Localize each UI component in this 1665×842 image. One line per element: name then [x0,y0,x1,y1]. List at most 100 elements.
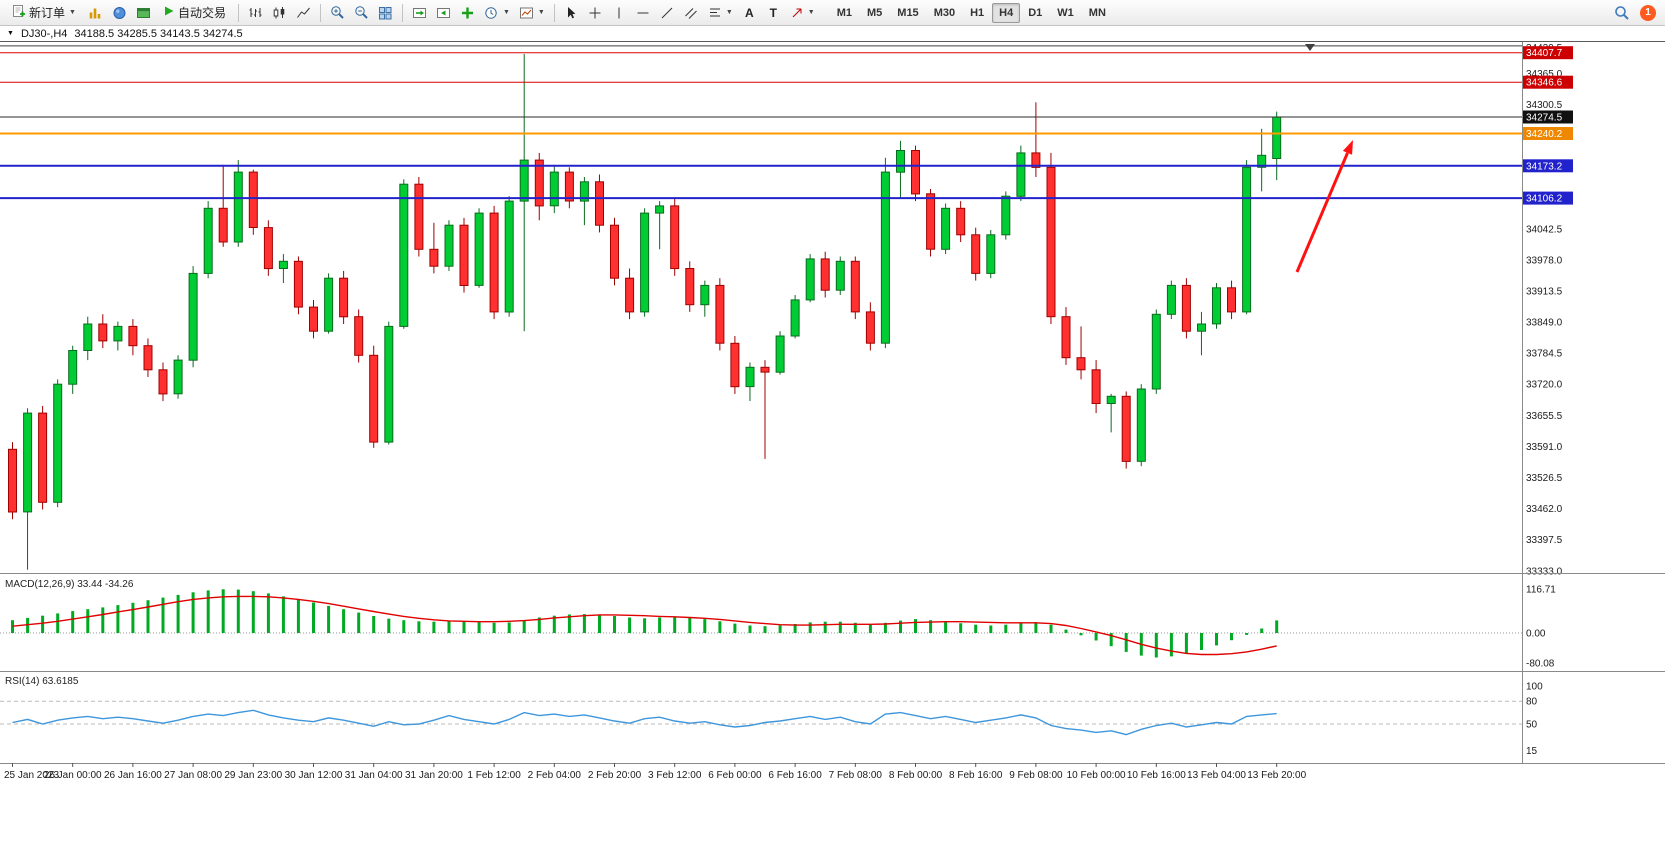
navigator-icon[interactable] [108,2,131,23]
svg-text:13 Feb 20:00: 13 Feb 20:00 [1247,770,1306,781]
caret-down-icon: ▼ [725,9,733,16]
svg-text:6 Feb 00:00: 6 Feb 00:00 [708,770,762,781]
notification-badge[interactable]: 1 [1640,4,1656,21]
text-tool-icon[interactable]: A [738,2,761,23]
timeframe-mn[interactable]: MN [1082,3,1113,23]
svg-text:33397.5: 33397.5 [1526,535,1563,546]
timeframe-m5[interactable]: M5 [860,3,889,23]
svg-text:25 Jan 2023: 25 Jan 2023 [4,770,59,781]
new-order-button[interactable]: 新订单 ▼ [5,2,83,23]
arrows-tool-button[interactable]: ▼ [786,2,819,23]
indicators-icon[interactable] [456,2,479,23]
new-order-label: 新订单 [29,6,66,20]
svg-text:34365.0: 34365.0 [1526,69,1563,80]
price-axis[interactable] [1522,42,1665,764]
candlesticks-icon[interactable] [268,2,291,23]
search-icon[interactable] [1610,2,1633,23]
auto-scroll-icon[interactable] [408,2,431,23]
svg-text:34240.2: 34240.2 [1526,129,1563,140]
caret-down-icon: ▼ [537,9,545,16]
svg-text:50: 50 [1526,720,1538,731]
svg-text:9 Feb 08:00: 9 Feb 08:00 [1009,770,1063,781]
svg-text:30 Jan 12:00: 30 Jan 12:00 [285,770,343,781]
svg-text:34300.5: 34300.5 [1526,100,1563,111]
svg-text:31 Jan 04:00: 31 Jan 04:00 [345,770,403,781]
zoom-in-icon[interactable] [326,2,349,23]
svg-text:8 Feb 16:00: 8 Feb 16:00 [949,770,1003,781]
line-chart-icon[interactable] [292,2,315,23]
svg-text:33849.0: 33849.0 [1526,318,1563,329]
market-watch-icon[interactable] [84,2,107,23]
svg-text:34173.2: 34173.2 [1526,161,1563,172]
crosshair-icon[interactable] [584,2,607,23]
svg-text:34346.6: 34346.6 [1526,78,1563,89]
svg-text:26 Jan 16:00: 26 Jan 16:00 [104,770,162,781]
toolbar: 新订单 ▼ 自动交易 [0,0,1665,26]
timeframe-w1[interactable]: W1 [1050,3,1081,23]
svg-text:34042.5: 34042.5 [1526,224,1563,235]
svg-text:8 Feb 00:00: 8 Feb 00:00 [889,770,943,781]
svg-text:80: 80 [1526,697,1538,708]
caret-down-icon: ▼ [502,9,510,16]
chart-shift-icon[interactable] [432,2,455,23]
svg-text:33784.5: 33784.5 [1526,349,1563,360]
svg-text:MACD(12,26,9) 33.44 -34.26: MACD(12,26,9) 33.44 -34.26 [5,579,134,590]
svg-text:33913.5: 33913.5 [1526,287,1563,298]
svg-text:33978.0: 33978.0 [1526,255,1563,266]
svg-text:-80.08: -80.08 [1526,659,1555,670]
timeframe-m30[interactable]: M30 [927,3,962,23]
time-axis[interactable] [0,764,1522,786]
fibonacci-button[interactable]: ▼ [704,2,737,23]
svg-text:1 Feb 12:00: 1 Feb 12:00 [467,770,521,781]
timeframe-h4[interactable]: H4 [992,2,1021,23]
periods-button[interactable]: ▼ [480,2,514,23]
horizontal-line-icon[interactable] [632,2,655,23]
svg-text:33720.0: 33720.0 [1526,380,1563,391]
templates-button[interactable]: ▼ [515,2,549,23]
svg-text:2 Feb 20:00: 2 Feb 20:00 [588,770,642,781]
cursor-icon[interactable] [560,2,583,23]
tile-windows-icon[interactable] [374,2,397,23]
toolbar-separator [319,3,321,22]
svg-text:116.71: 116.71 [1526,585,1556,596]
trendline-icon[interactable] [656,2,679,23]
timeframe-switcher: M1 M5 M15 M30 H1 H4 D1 W1 MN [830,2,1113,23]
svg-text:34106.2: 34106.2 [1526,194,1563,205]
svg-text:31 Jan 20:00: 31 Jan 20:00 [405,770,463,781]
toolbar-separator [553,3,555,22]
svg-text:10 Feb 00:00: 10 Feb 00:00 [1067,770,1126,781]
timeframe-d1[interactable]: D1 [1021,3,1049,23]
caret-down-icon: ▼ [69,9,76,16]
svg-text:RSI(14) 63.6185: RSI(14) 63.6185 [5,676,79,687]
timeframe-h1[interactable]: H1 [963,3,991,23]
terminal-icon[interactable] [132,2,155,23]
svg-text:0.00: 0.00 [1526,629,1546,640]
chart-canvas[interactable]: 34429.534365.034300.534236.034171.534107… [0,42,1665,837]
timeframe-m1[interactable]: M1 [830,3,859,23]
svg-text:33462.0: 33462.0 [1526,504,1563,515]
svg-text:15: 15 [1526,746,1538,757]
timeframe-m15[interactable]: M15 [890,3,925,23]
svg-text:29 Jan 23:00: 29 Jan 23:00 [224,770,282,781]
ohlc-values: 34188.5 34285.5 34143.5 34274.5 [74,27,243,40]
svg-text:10 Feb 16:00: 10 Feb 16:00 [1127,770,1186,781]
auto-trading-play-icon [163,5,175,20]
svg-text:2 Feb 04:00: 2 Feb 04:00 [528,770,582,781]
svg-text:33333.0: 33333.0 [1526,566,1563,577]
auto-trading-button[interactable]: 自动交易 [156,2,233,23]
svg-text:33591.0: 33591.0 [1526,442,1563,453]
equidistant-channel-icon[interactable] [680,2,703,23]
svg-text:6 Feb 16:00: 6 Feb 16:00 [768,770,822,781]
symbol-title: DJ30-,H4 [20,27,68,40]
new-order-icon [12,4,26,21]
caret-down-icon: ▼ [807,9,815,16]
zoom-out-icon[interactable] [350,2,373,23]
svg-text:26 Jan 00:00: 26 Jan 00:00 [44,770,102,781]
svg-text:33655.5: 33655.5 [1526,411,1563,422]
symbol-dropdown-icon[interactable]: ▼ [7,30,14,37]
vertical-line-icon[interactable] [608,2,631,23]
toolbar-separator [237,3,239,22]
text-label-tool-icon[interactable]: T [762,2,785,23]
auto-trading-label: 自动交易 [177,6,226,20]
bars-chart-icon[interactable] [244,2,267,23]
